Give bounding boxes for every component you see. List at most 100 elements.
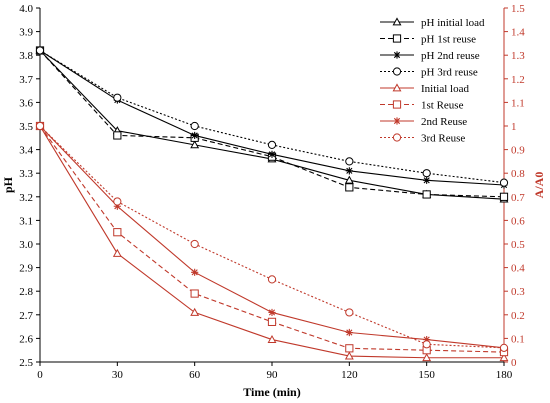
y-tick-label: 3.1 [19,215,33,227]
y-tick-label: 3.8 [19,50,33,62]
y-tick-label: 3.6 [19,97,33,109]
y-tick-label: 2.8 [19,286,33,298]
y2-tick-label: 0.3 [511,286,525,298]
legend-item: Initial load [380,83,469,95]
legend-swatch-marker [392,83,402,92]
legend-item: pH initial load [380,17,485,29]
data-point [268,308,276,317]
legend-swatch-marker [392,67,402,76]
data-point [499,343,509,352]
legend-swatch-marker [392,100,402,109]
data-point [345,167,353,175]
data-point [113,93,122,102]
y-tick-label: 2.6 [19,333,33,345]
y-tick-label: 2.7 [19,310,33,322]
y-tick-label: 3.7 [19,74,33,86]
data-point [190,140,200,149]
y-tick-label: 2.5 [19,357,33,369]
y-tick-label: 2.9 [19,263,33,275]
data-point [268,150,276,158]
axes: 2.5 2.6 2.7 2.8 2.9 3.0 3.1 3.2 3.3 3.4 3.5 3.6 3.7 3… [19,3,525,381]
y2-tick-label: 0.1 [511,333,525,345]
data-point [422,190,431,199]
legend-label: pH 1st reuse [421,34,476,46]
y2-tick-label: 0.7 [511,192,525,204]
y2-tick-label: 0.2 [511,310,525,322]
y2-tick-label: 0.6 [511,215,525,227]
data-point [345,183,354,192]
legend-swatch-marker [392,17,402,26]
data-point [113,131,122,140]
data-point [499,353,509,362]
legend-label: 1st Reuse [421,100,464,112]
series-layer [35,45,509,362]
data-point [267,140,277,149]
legend-item: 3rd Reuse [380,133,465,145]
y2-tick-label: 1.3 [511,50,525,62]
data-point [113,197,122,206]
data-point [344,351,354,360]
data-point [113,202,121,210]
x-tick-label: 0 [37,369,43,381]
y-tick-label: 3.9 [19,27,33,39]
y-tick-label: 3.0 [19,239,33,251]
x-tick-label: 120 [341,369,358,381]
data-point [190,307,200,316]
y-tick-label: 3.4 [19,145,33,157]
x-tick-label: 150 [418,369,435,381]
legend-label: pH initial load [421,17,485,29]
legend-swatch-marker [393,117,401,125]
data-point [422,353,432,362]
series-4 [35,121,509,362]
data-point [345,344,354,353]
legend-label: 3rd Reuse [421,133,465,145]
y-axis-title: pH [1,176,15,193]
y2-tick-label: 0.5 [511,239,525,251]
x-axis-title: Time (min) [243,385,300,399]
data-point [499,178,509,187]
data-point [267,317,277,326]
x-tick-label: 60 [189,369,201,381]
data-point [423,335,431,344]
legend-swatch-marker [392,133,402,142]
y-tick-label: 4.0 [19,3,33,15]
legend-label: pH 2nd reuse [421,50,480,62]
y2-axis-title: A/A0 [532,172,546,199]
legend-swatch-marker [392,34,402,43]
series-7 [35,121,509,352]
legend-item: 2nd Reuse [380,116,467,128]
legend: pH initial load pH 1st reuse pH 2nd reuse p… [380,17,485,145]
y-tick-label: 3.3 [19,168,33,180]
data-point [345,308,354,317]
series-3 [35,46,509,187]
data-point [112,248,122,257]
legend-item: pH 2nd reuse [380,50,480,62]
y-tick-label: 3.5 [19,121,33,133]
legend-item: pH 1st reuse [380,34,476,46]
y2-tick-label: 1.4 [511,27,525,39]
y-tick-label: 3.2 [19,192,33,204]
data-point [113,228,122,237]
legend-item: pH 3rd reuse [380,67,478,79]
data-point [191,268,199,276]
data-point [190,289,199,298]
y2-tick-label: 0 [511,357,517,369]
data-point [191,131,199,140]
y2-tick-label: 0.9 [511,145,525,157]
data-point [35,46,45,55]
data-point [345,157,354,166]
data-point [267,275,277,284]
data-point [190,121,199,131]
data-point [190,239,199,249]
legend-swatch-marker [393,51,401,59]
x-tick-label: 90 [267,369,279,381]
data-point [344,175,354,184]
data-point [423,176,431,184]
y2-tick-label: 0.4 [511,263,525,275]
data-point [345,328,353,337]
y2-tick-label: 0.8 [511,168,525,180]
data-point [422,169,431,178]
x-tick-label: 30 [112,369,124,381]
x-tick-label: 180 [496,369,513,381]
